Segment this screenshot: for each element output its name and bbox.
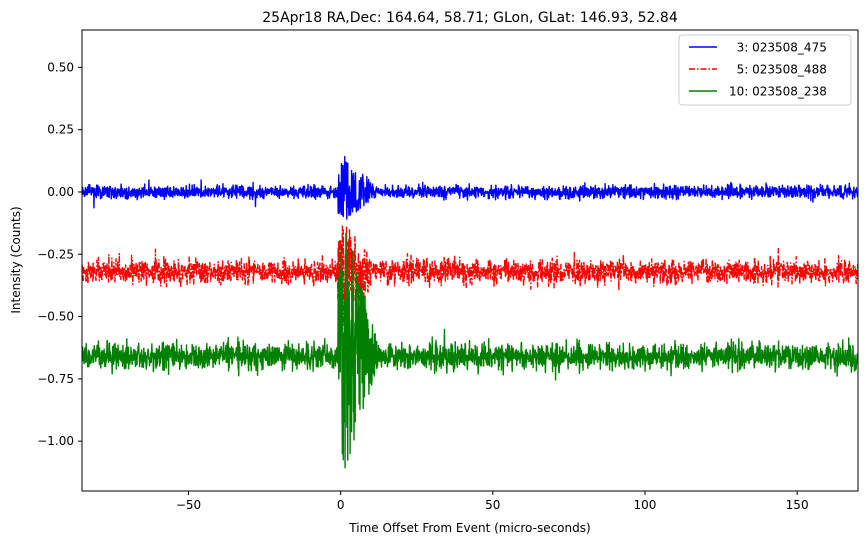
- legend-label-series-2: 5: 023508_488: [729, 63, 827, 77]
- series-line-1: [82, 155, 858, 220]
- x-tick-label: 100: [634, 498, 657, 512]
- x-axis: −50 0 50 100 150: [176, 491, 809, 512]
- chart-title: 25Apr18 RA,Dec: 164.64, 58.71; GLon, GLa…: [262, 10, 678, 26]
- x-tick-label: −50: [176, 498, 201, 512]
- series-line-3: [82, 232, 858, 469]
- y-axis-label: Intensity (Counts): [9, 206, 23, 313]
- series-group: [82, 155, 858, 469]
- legend-frame: [678, 34, 852, 106]
- y-tick-label: 0.00: [47, 185, 74, 199]
- plot-frame: [81, 29, 859, 492]
- y-tick-label: −0.75: [37, 372, 74, 386]
- x-tick-label: 0: [337, 498, 345, 512]
- x-axis-label: Time Offset From Event (micro-seconds): [348, 521, 590, 535]
- y-tick-label: −0.25: [37, 247, 74, 261]
- x-tick-label: 150: [786, 498, 809, 512]
- y-tick-label: 0.25: [47, 123, 74, 137]
- y-tick-label: 0.50: [47, 60, 74, 74]
- plot-area: [81, 29, 859, 492]
- y-axis: 0.50 0.25 0.00 −0.25 −0.50 −0.75 −1.00: [37, 60, 82, 448]
- y-tick-label: −1.00: [37, 434, 74, 448]
- legend-label-series-3: 10: 023508_238: [729, 85, 827, 99]
- x-tick-label: 50: [485, 498, 500, 512]
- legend-label-series-1: 3: 023508_475: [729, 41, 827, 55]
- series-line-2: [82, 225, 858, 326]
- y-tick-label: −0.50: [37, 310, 74, 324]
- legend: 3: 023508_475 5: 023508_488 10: 023508_2…: [678, 34, 852, 106]
